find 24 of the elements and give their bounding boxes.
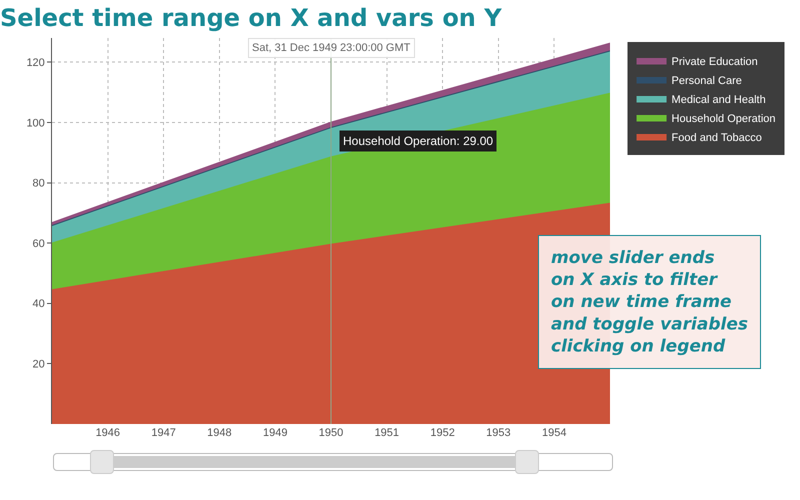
x-tick-label: 1950: [318, 427, 344, 439]
y-tick-label: 80: [32, 178, 45, 190]
x-tick-label: 1948: [207, 427, 232, 439]
annotation: Sat, 31 Dec 1949 23:00:00 GMT: [252, 42, 411, 54]
y-tick-label: 100: [26, 117, 45, 130]
chart-title: Select time range on X and vars on Y: [0, 4, 502, 32]
x-tick-label: 1946: [96, 427, 120, 439]
legend-label: Personal Care: [672, 74, 742, 87]
y-tick-label: 20: [32, 358, 45, 371]
x-tick-label: 1952: [430, 427, 455, 439]
y-tick-label: 40: [32, 298, 45, 310]
y-tick-label: 120: [26, 56, 45, 69]
legend-label: Medical and Health: [672, 94, 766, 106]
x-tick-label: 1954: [542, 427, 566, 439]
x-tick-label: 1953: [486, 427, 511, 439]
legend-label: Food and Tobacco: [672, 132, 762, 144]
annotation: move slider ends on X axis to filter on new time frame and toggle variables clicking on legend: [551, 248, 748, 356]
legend-label: Household Operation: [672, 112, 776, 125]
legend-label: Private Education: [672, 56, 758, 68]
y-tick-label: 60: [32, 238, 45, 250]
x-tick-label: 1947: [151, 427, 176, 439]
annotation: Household Operation: 29.00: [343, 134, 494, 148]
x-tick-label: 1949: [262, 427, 288, 439]
x-tick-label: 1951: [374, 427, 400, 439]
